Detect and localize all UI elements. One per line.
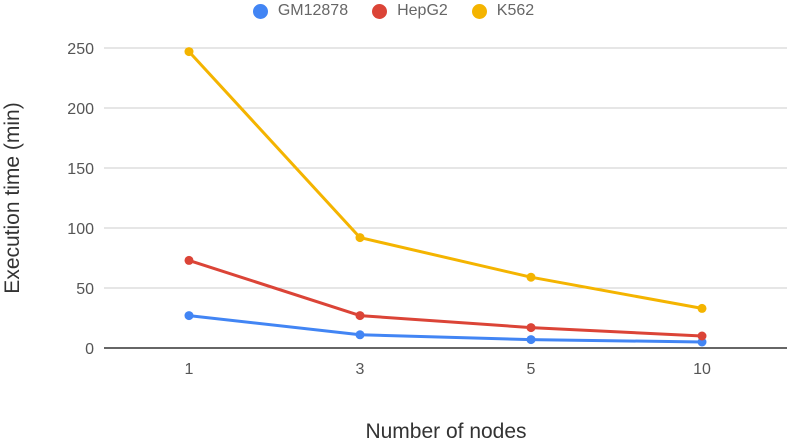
gridlines (104, 47, 787, 349)
data-point[interactable] (355, 330, 365, 340)
y-tick-label: 100 (67, 221, 94, 238)
y-tick-label: 50 (76, 281, 94, 298)
data-point[interactable] (526, 272, 536, 282)
data-point[interactable] (355, 311, 365, 321)
data-point[interactable] (355, 233, 365, 243)
legend-label: K562 (496, 2, 535, 19)
series-hepg2 (184, 255, 707, 341)
series-line (188, 258, 703, 338)
x-tick-label: 1 (185, 361, 194, 378)
series-line (188, 314, 703, 344)
series-lines (184, 47, 707, 347)
y-axis-ticks: 0 50 100 150 200 250 (67, 41, 94, 358)
x-tick-label: 10 (693, 361, 711, 378)
series-k562 (184, 47, 707, 313)
x-tick-label: 5 (527, 361, 536, 378)
series-gm12878 (184, 311, 707, 347)
legend-item-k562: K562 (471, 2, 535, 20)
y-tick-label: 200 (67, 101, 94, 118)
data-point[interactable] (526, 335, 536, 345)
series-line (187, 50, 703, 310)
x-tick-label: 3 (356, 361, 365, 378)
data-point[interactable] (184, 311, 194, 321)
legend-item-hepg2: HepG2 (372, 2, 448, 20)
x-axis-ticks: 1 3 5 10 (185, 361, 711, 378)
x-axis-label: Number of nodes (365, 420, 526, 440)
chart-legend: GM12878 HepG2 K562 (0, 0, 787, 22)
data-point[interactable] (526, 323, 536, 333)
y-tick-label: 150 (67, 161, 94, 178)
data-point[interactable] (697, 331, 707, 341)
data-point[interactable] (697, 303, 707, 313)
y-tick-label: 0 (85, 341, 94, 358)
y-axis-label: Execution time (min) (1, 102, 24, 293)
y-tick-label: 250 (67, 41, 94, 58)
legend-label: GM12878 (277, 2, 349, 19)
legend-swatch-icon (471, 3, 487, 19)
data-point[interactable] (184, 47, 194, 57)
legend-swatch-icon (372, 3, 388, 19)
data-point[interactable] (184, 255, 194, 265)
legend-swatch-icon (252, 3, 268, 19)
legend-item-gm12878: GM12878 (252, 2, 349, 20)
legend-label: HepG2 (397, 2, 448, 19)
